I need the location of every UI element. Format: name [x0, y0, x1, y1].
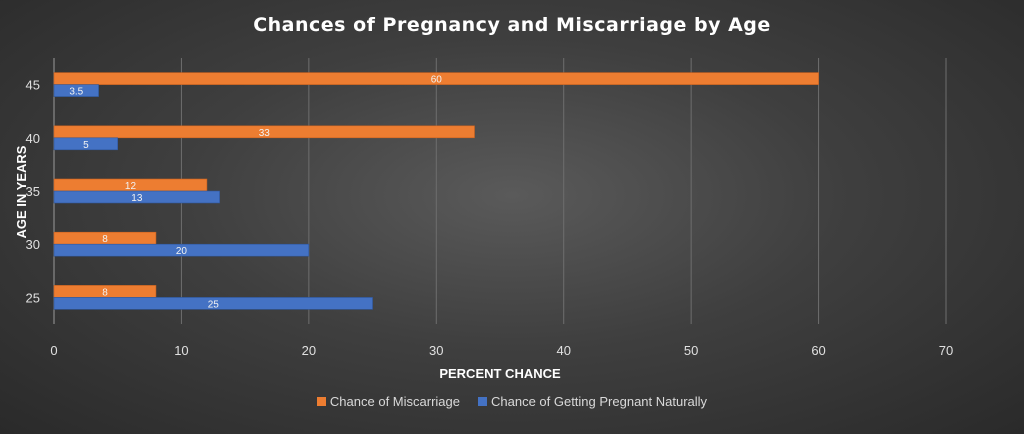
bar-miscarriage-40	[53, 125, 475, 139]
data-label-miscarriage-40: 33	[259, 128, 271, 139]
legend: Chance of Miscarriage Chance of Getting …	[0, 394, 1024, 409]
data-label-miscarriage-25: 8	[102, 287, 108, 298]
x-tick-label-60: 60	[811, 343, 825, 358]
bar-pregnant-40	[53, 137, 119, 151]
y-tick-label-25: 25	[26, 290, 40, 305]
legend-swatch-miscarriage	[316, 397, 326, 406]
y-tick-label-35: 35	[26, 184, 40, 199]
axes: 0 10 20 30 40 50 60 70 25 30 35 40 45	[26, 58, 953, 358]
bar-pregnant-45	[53, 84, 99, 97]
legend-item-miscarriage: Chance of Miscarriage	[316, 394, 460, 409]
legend-label-miscarriage: Chance of Miscarriage	[329, 394, 460, 409]
x-tick-label-30: 30	[429, 343, 443, 358]
x-tick-label-0: 0	[50, 343, 57, 358]
x-tick-label-50: 50	[684, 343, 698, 358]
bar-pregnant-35	[53, 190, 220, 204]
data-label-miscarriage-30: 8	[102, 234, 108, 245]
legend-label-pregnant: Chance of Getting Pregnant Naturally	[490, 394, 708, 409]
data-label-pregnant-45: 3.5	[69, 87, 83, 98]
x-tick-label-10: 10	[174, 343, 188, 358]
x-tick-label-20: 20	[302, 343, 316, 358]
data-label-pregnant-30: 20	[176, 246, 188, 257]
y-tick-label-40: 40	[26, 131, 40, 146]
y-tick-label-45: 45	[26, 78, 40, 93]
x-axis-label: PERCENT CHANCE	[439, 366, 561, 381]
bars	[53, 72, 819, 310]
bar-pregnant-25	[53, 297, 373, 310]
data-label-pregnant-40: 5	[83, 140, 89, 151]
x-tick-label-70: 70	[939, 343, 953, 358]
x-tick-label-40: 40	[556, 343, 570, 358]
grid-lines	[180, 58, 947, 324]
bar-miscarriage-45	[53, 72, 819, 85]
y-tick-label-30: 30	[26, 237, 40, 252]
data-label-pregnant-35: 13	[131, 193, 143, 204]
legend-swatch-pregnant	[477, 397, 487, 406]
bar-pregnant-30	[53, 243, 310, 257]
chart-title: Chances of Pregnancy and Miscarriage by …	[253, 14, 771, 36]
data-label-miscarriage-35: 12	[125, 181, 137, 192]
data-label-pregnant-25: 25	[208, 299, 220, 310]
legend-item-pregnant: Chance of Getting Pregnant Naturally	[477, 394, 708, 409]
data-label-miscarriage-45: 60	[431, 75, 443, 86]
